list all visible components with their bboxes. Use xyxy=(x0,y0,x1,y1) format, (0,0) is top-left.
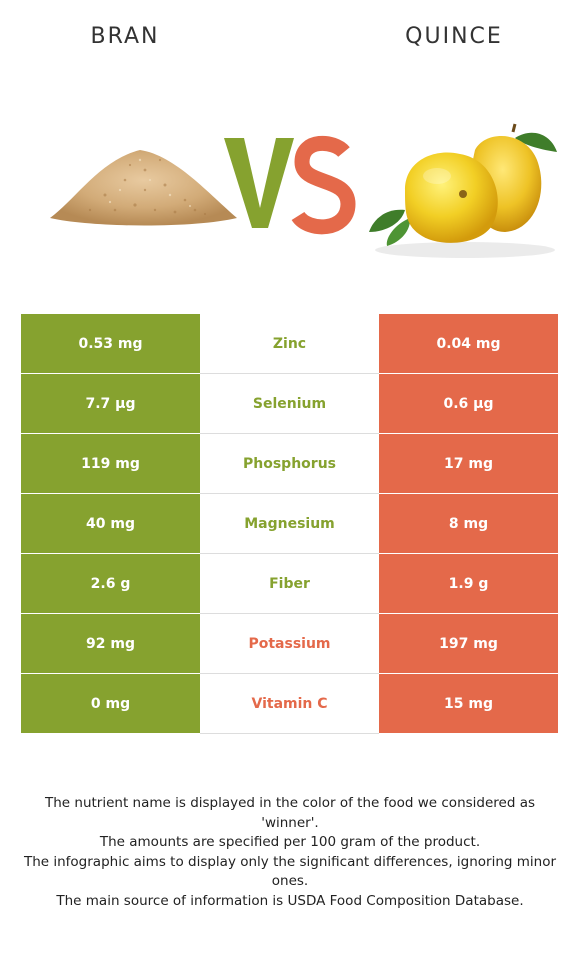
bran-value: 92 mg xyxy=(21,614,200,674)
nutrient-name: Fiber xyxy=(200,554,379,614)
footer-notes: The nutrient name is displayed in the co… xyxy=(20,794,560,911)
quince-value: 8 mg xyxy=(379,494,558,554)
bran-image xyxy=(50,150,237,226)
nutrient-name: Vitamin C xyxy=(200,674,379,734)
bran-value: 119 mg xyxy=(21,434,200,494)
quince-value: 0.6 µg xyxy=(379,374,558,434)
quince-value: 15 mg xyxy=(379,674,558,734)
quince-image xyxy=(369,123,557,258)
nutrient-name: Selenium xyxy=(200,374,379,434)
bran-value: 7.7 µg xyxy=(21,374,200,434)
nutrient-name: Zinc xyxy=(200,314,379,374)
table-row: 2.6 g Fiber 1.9 g xyxy=(21,554,558,614)
table-row: 0 mg Vitamin C 15 mg xyxy=(21,674,558,734)
right-food-title: QUINCE xyxy=(405,24,503,49)
table-row: 0.53 mg Zinc 0.04 mg xyxy=(21,314,558,374)
bran-value: 0.53 mg xyxy=(21,314,200,374)
quince-value: 17 mg xyxy=(379,434,558,494)
left-food-title: BRAN xyxy=(90,24,160,49)
quince-value: 197 mg xyxy=(379,614,558,674)
table-row: 7.7 µg Selenium 0.6 µg xyxy=(21,374,558,434)
bran-value: 40 mg xyxy=(21,494,200,554)
comparison-table: 0.53 mg Zinc 0.04 mg 7.7 µg Selenium 0.6 µg 11… xyxy=(21,314,558,734)
nutrient-name: Phosphorus xyxy=(200,434,379,494)
footer-line: The amounts are specified per 100 gram o… xyxy=(99,834,481,850)
footer-line: The nutrient name is displayed in the co… xyxy=(44,795,536,831)
nutrient-name: Magnesium xyxy=(200,494,379,554)
table-row: 92 mg Potassium 197 mg xyxy=(21,614,558,674)
bran-value: 2.6 g xyxy=(21,554,200,614)
table-row: 40 mg Magnesium 8 mg xyxy=(21,494,558,554)
table-row: 119 mg Phosphorus 17 mg xyxy=(21,434,558,494)
vs-graphic xyxy=(224,135,356,235)
bran-value: 0 mg xyxy=(21,674,200,734)
quince-value: 1.9 g xyxy=(379,554,558,614)
footer-line: The infographic aims to display only the… xyxy=(23,853,557,890)
footer-line: The main source of information is USDA F… xyxy=(56,892,524,909)
quince-value: 0.04 mg xyxy=(379,314,558,374)
nutrient-name: Potassium xyxy=(200,614,379,674)
